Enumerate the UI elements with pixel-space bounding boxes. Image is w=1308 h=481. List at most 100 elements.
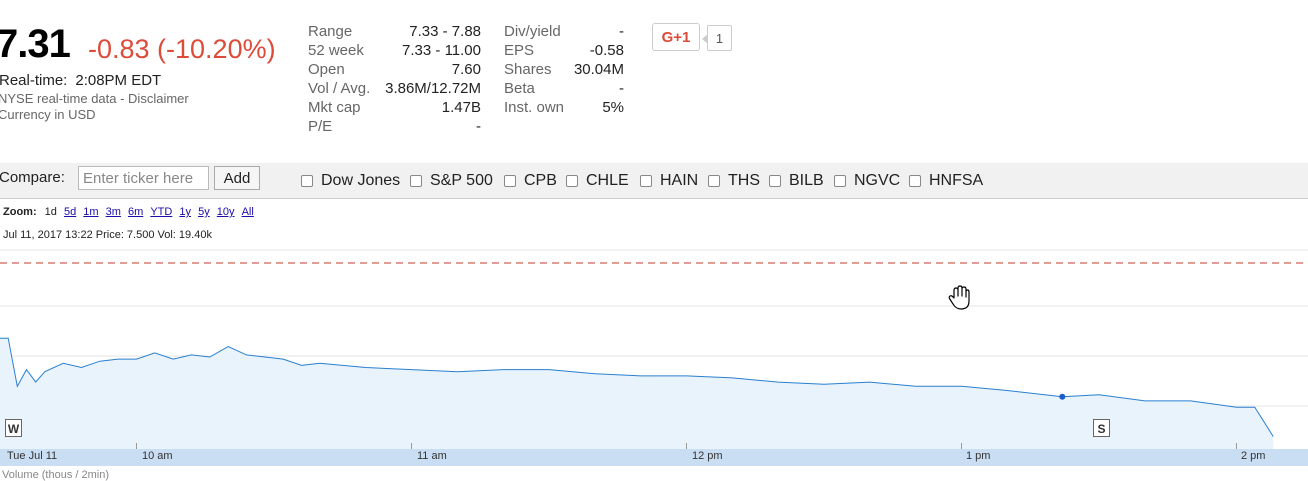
checkbox-icon[interactable]: [640, 174, 652, 187]
zoom-option-1y[interactable]: 1y: [179, 206, 192, 218]
stats-table-right: Div/yield - EPS -0.58 Shares 30.04M Beta - Inst.…: [504, 23, 624, 123]
compare-checkbox-ngvc[interactable]: NGVC: [834, 172, 900, 189]
checkbox-label: THS: [728, 171, 760, 189]
stat-row: Open 7.60: [308, 61, 481, 80]
stat-value: 7.33 - 11.00: [402, 42, 481, 59]
realtime-time: 2:08PM EDT: [75, 72, 162, 89]
compare-label: Compare:: [0, 169, 65, 186]
price-line: [0, 337, 1274, 437]
time-axis-label: 10 am: [142, 450, 173, 462]
compare-checkbox-cpb[interactable]: CPB: [504, 172, 557, 189]
stat-value: 3.86M/12.72M: [385, 80, 481, 97]
event-marker-s[interactable]: S: [1093, 419, 1110, 437]
stat-row: Mkt cap 1.47B: [308, 99, 481, 118]
zoom-option-5y[interactable]: 5y: [198, 206, 210, 218]
volume-label: Volume (thous / 2min): [2, 469, 109, 481]
stat-value: 7.60: [451, 61, 481, 78]
compare-checkbox-hnfsa[interactable]: HNFSA: [909, 172, 983, 189]
ticker-input[interactable]: [78, 166, 209, 190]
stat-row: EPS -0.58: [504, 42, 624, 61]
compare-checkbox-ths[interactable]: THS: [708, 172, 760, 189]
compare-checkbox-s-p-500[interactable]: S&P 500: [410, 172, 493, 189]
time-axis-label: 12 pm: [692, 450, 723, 462]
zoom-bar: Zoom: 1d 5d 1m 3m 6m YTD 1y 5y 10y All: [3, 206, 256, 218]
zoom-label: Zoom:: [3, 206, 37, 218]
add-button[interactable]: Add: [214, 166, 260, 190]
gplus-count: 1: [702, 25, 732, 51]
checkbox-label: Dow Jones: [321, 171, 401, 189]
checkbox-icon[interactable]: [301, 174, 313, 187]
compare-checkbox-chle[interactable]: CHLE: [566, 172, 629, 189]
stat-value: 5%: [602, 99, 624, 116]
stat-label: P/E: [308, 118, 333, 135]
zoom-option-10y[interactable]: 10y: [216, 206, 235, 218]
checkbox-label: NGVC: [854, 171, 901, 189]
stat-value: -0.58: [589, 42, 624, 59]
stat-value: 1.47B: [441, 99, 481, 116]
zoom-option-3m[interactable]: 3m: [105, 206, 121, 218]
checkbox-icon[interactable]: [909, 174, 921, 187]
checkbox-icon[interactable]: [566, 174, 578, 187]
stat-value: 30.04M: [573, 61, 624, 78]
hover-point: [1059, 393, 1066, 400]
stat-value: -: [619, 80, 624, 97]
currency-note: Currency in USD: [0, 107, 96, 122]
stat-row: Range 7.33 - 7.88: [308, 23, 481, 42]
time-axis-label: 11 am: [417, 450, 447, 462]
hover-info: Jul 11, 2017 13:22 Price: 7.500 Vol: 19.…: [3, 229, 212, 241]
checkbox-label: HNFSA: [929, 171, 984, 189]
stat-label: Open: [308, 61, 345, 78]
stat-label: Div/yield: [504, 23, 561, 40]
checkbox-icon[interactable]: [410, 174, 422, 187]
stat-label: EPS: [504, 42, 535, 59]
checkbox-icon[interactable]: [769, 174, 781, 187]
compare-bar: Compare: Add Dow Jones S&P 500 CPB CHLE HAIN…: [0, 163, 1308, 199]
checkbox-icon[interactable]: [708, 174, 720, 187]
zoom-option-5d[interactable]: 5d: [63, 206, 77, 218]
stat-label: Shares: [504, 61, 552, 78]
time-axis-label: Tue Jul 11: [7, 450, 58, 462]
stat-value: -: [619, 23, 624, 40]
checkbox-label: S&P 500: [430, 171, 493, 189]
realtime-info: Real-time: 2:08PM EDT: [0, 72, 161, 89]
stock-price: 7.31: [0, 22, 71, 66]
stat-label: Range: [308, 23, 353, 40]
time-axis-label: 1 pm: [966, 450, 991, 462]
hand-cursor-icon: [948, 285, 970, 310]
price-area: [0, 338, 1274, 449]
stat-row: P/E -: [308, 118, 481, 137]
checkbox-label: BILB: [789, 171, 824, 189]
stat-row: Vol / Avg. 3.86M/12.72M: [308, 80, 481, 99]
price-change: -0.83 (-10.20%): [88, 34, 276, 64]
event-marker-w[interactable]: W: [5, 419, 22, 437]
zoom-option-ytd[interactable]: YTD: [150, 206, 173, 218]
time-axis-label: 2 pm: [1241, 450, 1266, 462]
compare-checkbox-dow-jones[interactable]: Dow Jones: [301, 172, 400, 189]
checkbox-label: CHLE: [586, 171, 629, 189]
data-source-disclaimer[interactable]: NYSE real-time data - Disclaimer: [0, 91, 189, 106]
stat-row: Inst. own 5%: [504, 99, 624, 118]
checkbox-icon[interactable]: [834, 174, 846, 187]
checkbox-icon[interactable]: [504, 174, 516, 187]
checkbox-label: HAIN: [660, 171, 699, 189]
stat-row: Beta -: [504, 80, 624, 99]
stat-value: 7.33 - 7.88: [409, 23, 481, 40]
zoom-option-1m[interactable]: 1m: [83, 206, 99, 218]
gplus-button[interactable]: G+1: [652, 23, 700, 51]
stat-row: Div/yield -: [504, 23, 624, 42]
compare-checkbox-bilb[interactable]: BILB: [769, 172, 824, 189]
stat-value: -: [476, 118, 481, 135]
stat-label: Mkt cap: [308, 99, 361, 116]
compare-checkbox-hain[interactable]: HAIN: [640, 172, 698, 189]
stat-label: Inst. own: [504, 99, 565, 116]
zoom-option-1d[interactable]: 1d: [44, 206, 57, 218]
stat-row: 52 week 7.33 - 11.00: [308, 42, 481, 61]
zoom-option-6m[interactable]: 6m: [127, 206, 144, 218]
zoom-option-all[interactable]: All: [241, 206, 254, 218]
stats-table-left: Range 7.33 - 7.88 52 week 7.33 - 11.00 Open 7…: [308, 23, 481, 143]
realtime-label: Real-time:: [0, 72, 68, 89]
price-chart[interactable]: [0, 240, 1308, 449]
time-axis: Tue Jul 11 10 am 11 am 12 pm 1 pm 2 pm: [0, 449, 1308, 466]
stat-label: Vol / Avg.: [308, 80, 371, 97]
stat-label: 52 week: [308, 42, 364, 59]
